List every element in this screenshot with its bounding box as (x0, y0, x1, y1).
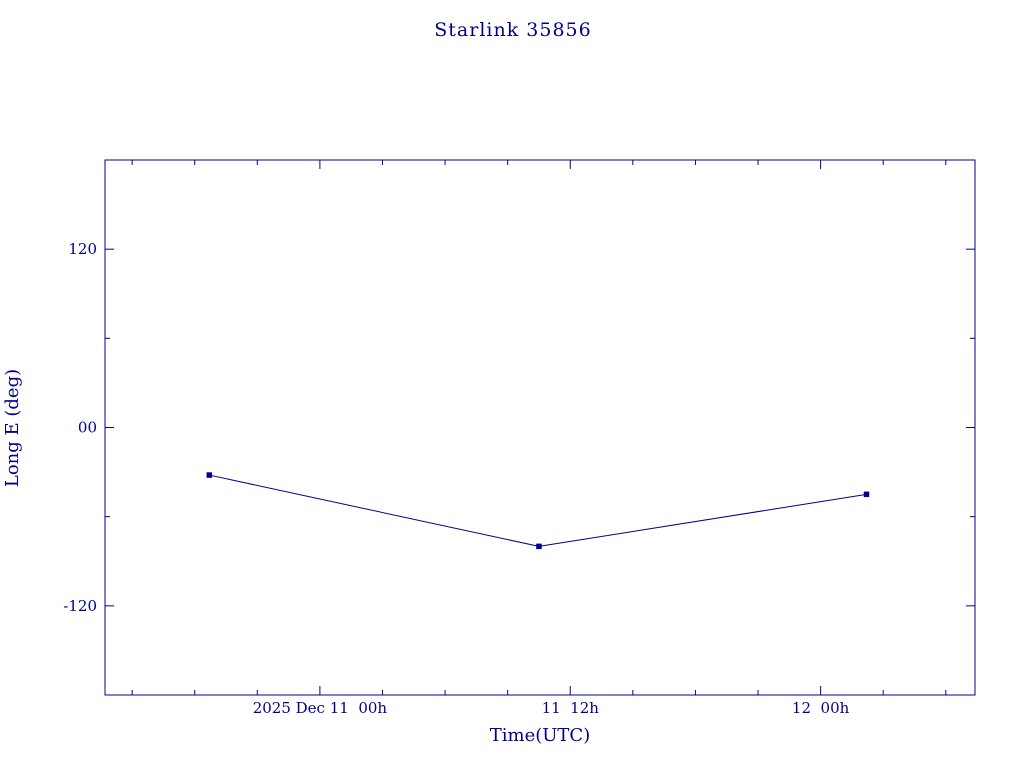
y-tick-label: 00 (78, 419, 97, 437)
x-tick-label: 12 00h (792, 699, 850, 717)
x-axis-label: Time(UTC) (490, 725, 590, 746)
y-tick-label: -120 (63, 597, 97, 615)
x-axis-ticks: 2025 Dec 11 00h 11 12h 12 00h (131, 160, 947, 717)
data-series (206, 472, 870, 550)
data-point-marker (536, 543, 542, 550)
y-axis-ticks: 120 00 -120 (63, 240, 975, 615)
x-tick-label: 2025 Dec 11 00h (253, 699, 388, 717)
data-point-marker (863, 491, 870, 498)
plot-frame (104, 159, 976, 696)
y-tick-label: 120 (68, 240, 97, 258)
data-point-marker (206, 472, 213, 478)
series-line (209, 474, 867, 547)
x-tick-label: 11 12h (542, 699, 600, 717)
chart-title: Starlink 35856 (434, 19, 591, 41)
y-axis-label: Long E (deg) (2, 369, 23, 487)
